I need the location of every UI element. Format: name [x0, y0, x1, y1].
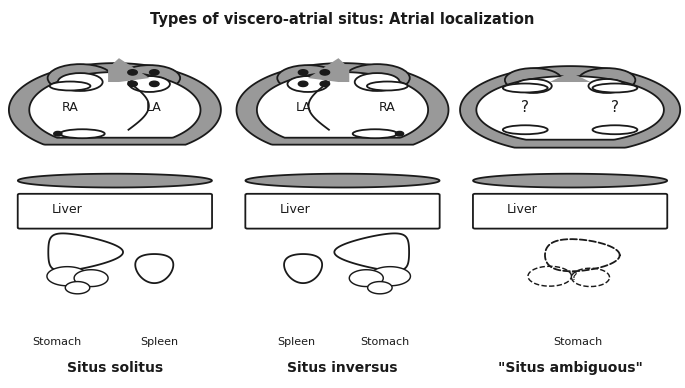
- Polygon shape: [550, 72, 590, 82]
- Ellipse shape: [277, 65, 338, 91]
- Polygon shape: [370, 267, 410, 286]
- Polygon shape: [284, 254, 322, 283]
- Circle shape: [149, 81, 159, 87]
- Ellipse shape: [119, 65, 180, 91]
- Text: "Situs ambiguous": "Situs ambiguous": [498, 361, 643, 375]
- Text: Spleen: Spleen: [277, 338, 315, 347]
- Ellipse shape: [503, 125, 548, 134]
- Ellipse shape: [58, 73, 103, 91]
- Circle shape: [128, 70, 137, 75]
- Polygon shape: [349, 270, 384, 287]
- Polygon shape: [47, 267, 88, 286]
- Text: RA: RA: [379, 101, 396, 114]
- Ellipse shape: [288, 76, 328, 92]
- Ellipse shape: [367, 81, 408, 90]
- Ellipse shape: [48, 64, 113, 92]
- Circle shape: [149, 70, 159, 75]
- Polygon shape: [476, 76, 664, 140]
- Circle shape: [53, 132, 62, 136]
- Polygon shape: [49, 234, 123, 271]
- Polygon shape: [245, 174, 440, 187]
- Ellipse shape: [345, 64, 410, 92]
- Text: Spleen: Spleen: [140, 338, 178, 347]
- Circle shape: [299, 70, 308, 75]
- Text: ?: ?: [611, 100, 619, 115]
- Polygon shape: [460, 66, 680, 148]
- Polygon shape: [18, 174, 212, 187]
- Polygon shape: [368, 282, 392, 294]
- Text: RA: RA: [62, 101, 78, 114]
- Text: ?: ?: [570, 270, 577, 283]
- Polygon shape: [334, 234, 409, 271]
- Text: Stomach: Stomach: [553, 338, 603, 347]
- Ellipse shape: [593, 83, 637, 92]
- Circle shape: [320, 81, 329, 87]
- Ellipse shape: [60, 129, 105, 138]
- Text: ?: ?: [521, 100, 530, 115]
- Circle shape: [395, 132, 403, 136]
- Text: Types of viscero-atrial situs: Atrial localization: Types of viscero-atrial situs: Atrial lo…: [150, 12, 535, 27]
- Text: LA: LA: [146, 101, 162, 114]
- FancyBboxPatch shape: [245, 194, 440, 229]
- Ellipse shape: [129, 76, 170, 92]
- Text: Stomach: Stomach: [360, 338, 409, 347]
- Ellipse shape: [515, 79, 552, 93]
- Polygon shape: [65, 282, 90, 294]
- Polygon shape: [257, 72, 428, 138]
- Text: LA: LA: [296, 101, 312, 114]
- Polygon shape: [135, 254, 173, 283]
- Circle shape: [128, 81, 137, 87]
- Text: Situs solitus: Situs solitus: [67, 361, 163, 375]
- Ellipse shape: [49, 81, 90, 90]
- Text: Liver: Liver: [52, 203, 83, 216]
- Circle shape: [299, 81, 308, 87]
- Polygon shape: [308, 58, 349, 82]
- Text: Situs inversus: Situs inversus: [287, 361, 398, 375]
- Ellipse shape: [593, 125, 637, 134]
- Polygon shape: [473, 174, 667, 187]
- Polygon shape: [9, 63, 221, 145]
- Text: Liver: Liver: [279, 203, 310, 216]
- Circle shape: [320, 70, 329, 75]
- Text: Liver: Liver: [507, 203, 538, 216]
- Polygon shape: [74, 270, 108, 287]
- Ellipse shape: [578, 68, 636, 92]
- Polygon shape: [236, 63, 449, 145]
- FancyBboxPatch shape: [18, 194, 212, 229]
- Polygon shape: [108, 58, 149, 82]
- FancyBboxPatch shape: [473, 194, 667, 229]
- Ellipse shape: [503, 83, 548, 92]
- Text: Stomach: Stomach: [32, 338, 82, 347]
- Ellipse shape: [353, 129, 397, 138]
- Ellipse shape: [505, 68, 562, 92]
- Polygon shape: [29, 72, 201, 138]
- Ellipse shape: [588, 79, 625, 93]
- Ellipse shape: [355, 73, 399, 91]
